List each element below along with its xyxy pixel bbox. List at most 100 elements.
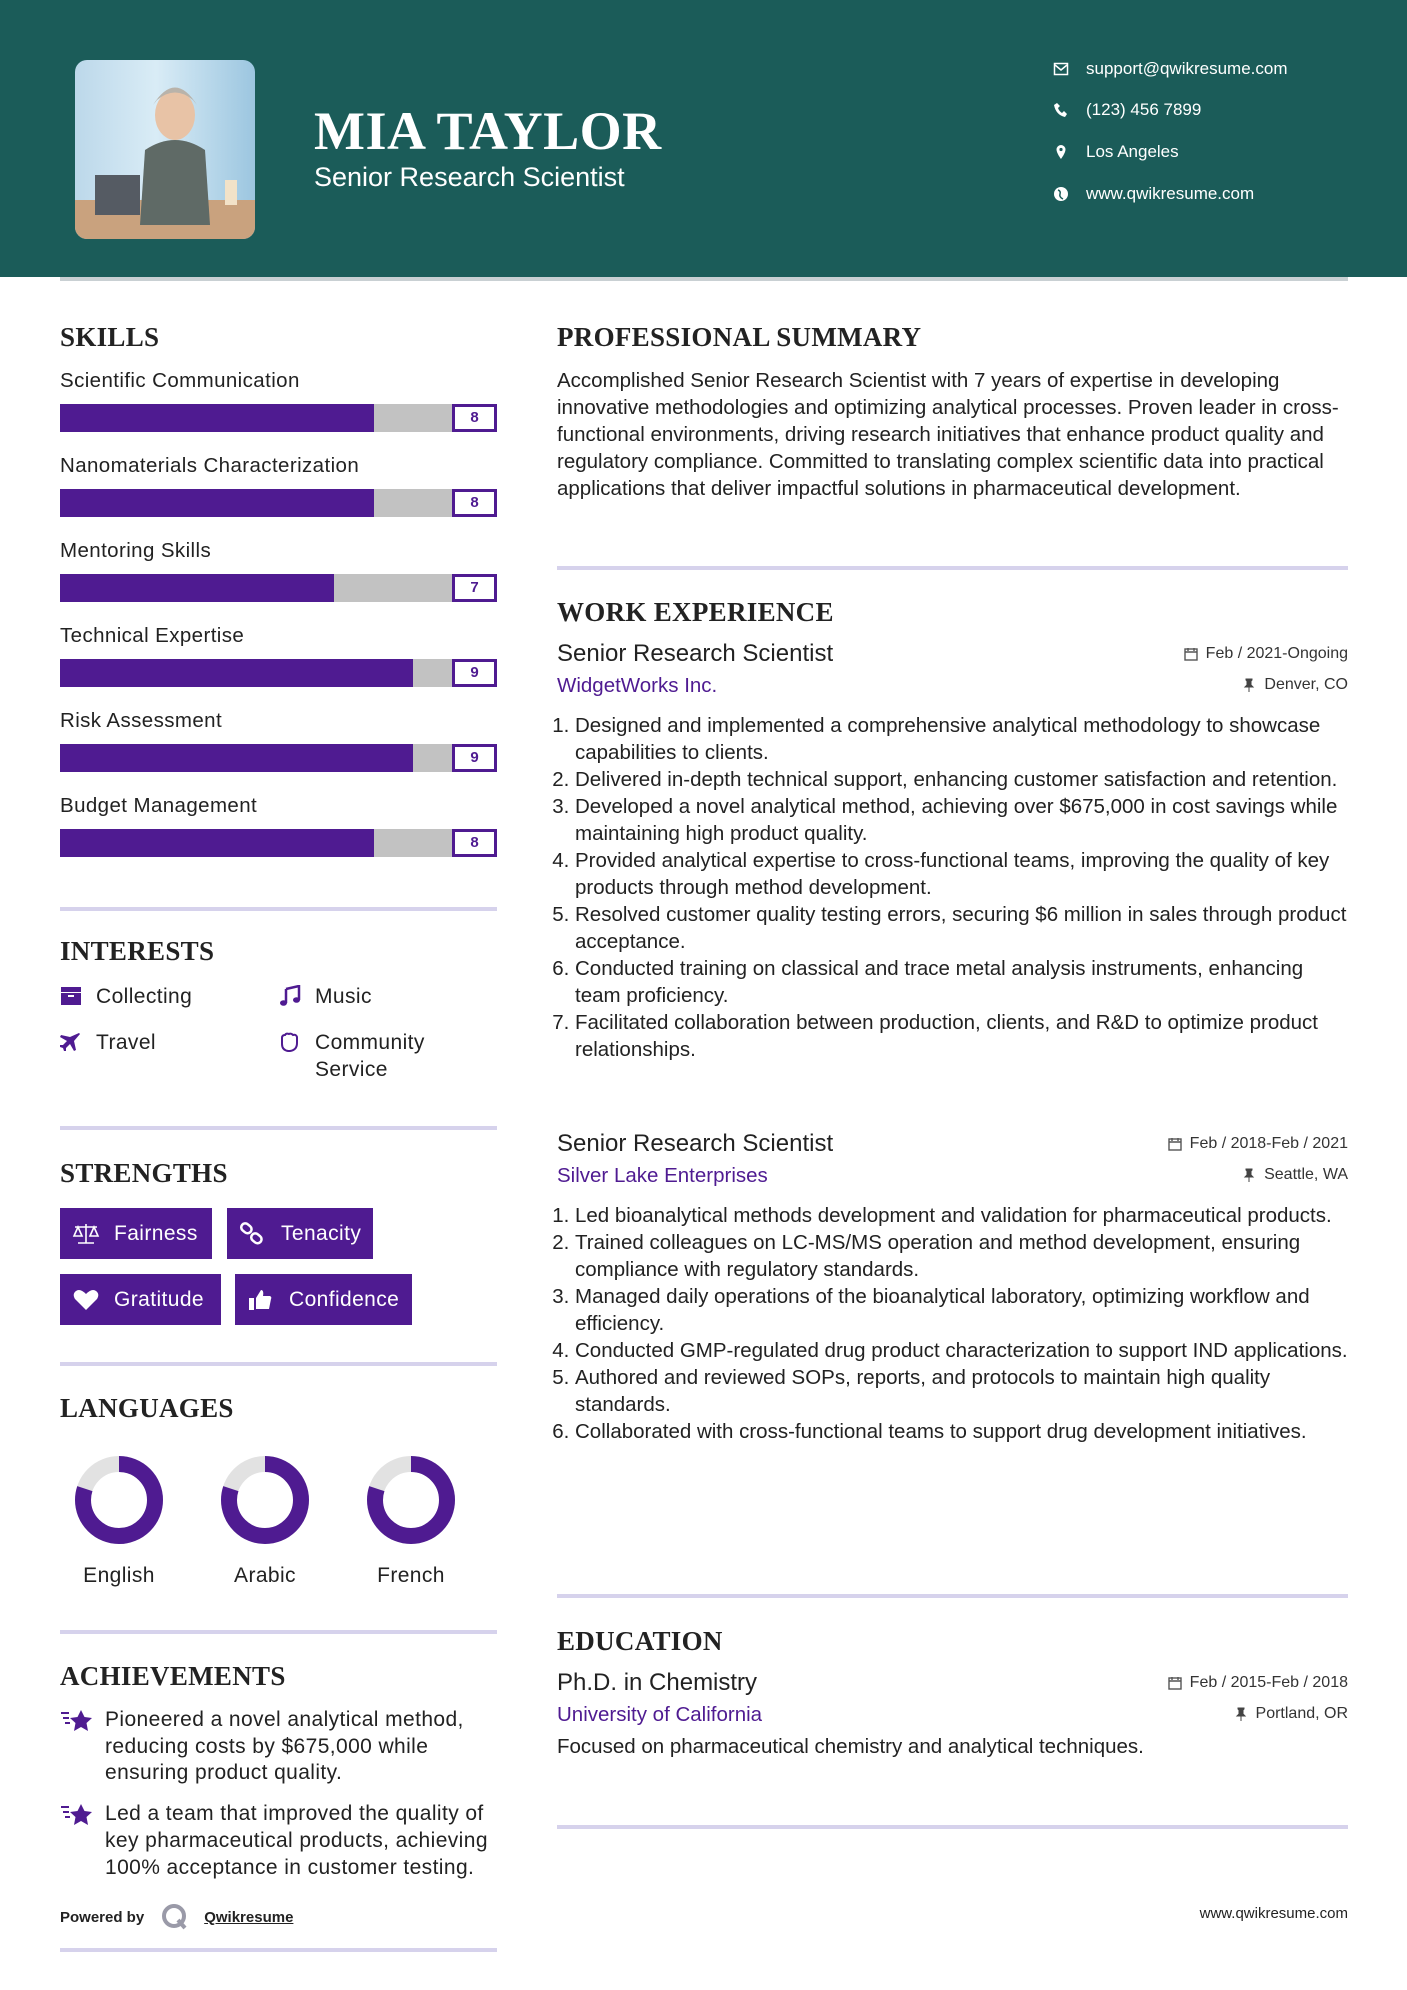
skill-bar-fill [60, 404, 374, 432]
skill-bar-fill [60, 659, 413, 687]
section-divider [557, 1594, 1348, 1598]
contact-email[interactable]: support@qwikresume.com [1053, 57, 1288, 81]
job-title: Senior Research Scientist [557, 640, 834, 667]
contact-text: www.qwikresume.com [1086, 184, 1255, 203]
powered-by-label: Powered by [60, 1908, 145, 1926]
skill-bar-fill [60, 829, 374, 857]
achievement-text: Pioneered a novel analytical method, red… [105, 1708, 464, 1785]
job-dates: Feb / 2018-Feb / 2021 [1189, 1135, 1348, 1152]
skill-bar: 9 [60, 659, 497, 687]
qwikresume-link[interactable]: Qwikresume [204, 1908, 294, 1926]
interest-item: Collecting [60, 983, 192, 1010]
skill-score: 8 [452, 829, 497, 857]
strengths-heading: STRENGTHS [60, 1158, 228, 1188]
heart-icon [73, 1289, 99, 1310]
skill-label: Risk Assessment [60, 709, 223, 732]
job-bullets: Led bioanalytical methods development an… [557, 1202, 1348, 1445]
interest-item: Music [279, 983, 372, 1010]
interest-label: Travel [96, 1031, 156, 1054]
skill-score: 8 [452, 489, 497, 517]
envelope-icon [1053, 62, 1069, 76]
company-name: WidgetWorks Inc. [557, 674, 718, 697]
website-link[interactable]: www.qwikresume.com [1199, 1905, 1348, 1922]
achievement-item: Pioneered a novel analytical method, red… [60, 1707, 497, 1787]
pushpin-icon [1244, 678, 1255, 692]
candidate-name: MIA TAYLOR [314, 101, 662, 161]
job-bullet: Authored and reviewed SOPs, reports, and… [575, 1364, 1348, 1418]
skill-item: Scientific Communication 8 [60, 366, 497, 432]
company-name: Silver Lake Enterprises [557, 1164, 768, 1187]
job-bullet: Provided analytical expertise to cross-f… [575, 847, 1348, 901]
contact-location: Los Angeles [1053, 140, 1179, 164]
education-entry: Ph.D. in Chemistry Feb / 2015-Feb / 2018… [557, 1669, 1348, 1760]
skill-label: Mentoring Skills [60, 539, 212, 562]
donut-fill [221, 1456, 309, 1544]
skill-item: Budget Management 8 [60, 791, 497, 857]
language-name: Arabic [234, 1564, 296, 1587]
skill-bar: 8 [60, 829, 497, 857]
job-title: Senior Research Scientist [557, 1130, 834, 1157]
achievements-list: Pioneered a novel analytical method, red… [60, 1707, 497, 1895]
summary-text: Accomplished Senior Research Scientist w… [557, 369, 1339, 500]
contact-phone: (123) 456 7899 [1053, 98, 1201, 122]
language-name: English [83, 1564, 155, 1587]
interests-heading: INTERESTS [60, 936, 215, 966]
strength-label: Fairness [114, 1221, 198, 1245]
strength-chip: Fairness [60, 1208, 212, 1259]
calendar-icon [1167, 1677, 1182, 1690]
section-divider [60, 1126, 497, 1130]
job-entry: Senior Research Scientist Feb / 2018-Feb… [557, 1130, 1348, 1445]
skill-bar-fill [60, 574, 335, 602]
skill-score: 9 [452, 659, 497, 687]
education-dates: Feb / 2015-Feb / 2018 [1189, 1674, 1348, 1691]
language-donut [75, 1456, 163, 1544]
skill-bar: 8 [60, 489, 497, 517]
job-bullet: Managed daily operations of the bioanaly… [575, 1283, 1348, 1337]
skill-bar: 9 [60, 744, 497, 772]
music-note-icon [280, 985, 301, 1006]
interest-label: Community Service [315, 1031, 425, 1081]
skill-label: Budget Management [60, 794, 258, 817]
skill-bar-fill [60, 744, 413, 772]
profile-photo [75, 60, 255, 239]
section-divider [557, 1825, 1348, 1829]
contact-text: (123) 456 7899 [1086, 100, 1202, 119]
skill-bar: 8 [60, 404, 497, 432]
skill-item: Technical Expertise 9 [60, 621, 497, 687]
language-item: French [351, 1455, 471, 1588]
school: University of California [557, 1703, 763, 1726]
job-location: Seattle, WA [1264, 1166, 1348, 1183]
skills-list: Scientific Communication 8 Nanomaterials … [60, 366, 497, 876]
section-divider [557, 566, 1348, 570]
star-icon [61, 1804, 92, 1826]
thumbs-up-icon [249, 1289, 272, 1310]
archive-box-icon [61, 987, 81, 1005]
section-divider [60, 1362, 497, 1366]
job-bullet: Designed and implemented a comprehensive… [575, 712, 1348, 766]
education-heading: EDUCATION [557, 1626, 723, 1656]
skill-score: 7 [452, 574, 497, 602]
skills-heading: SKILLS [60, 322, 160, 352]
skill-item: Nanomaterials Characterization 8 [60, 451, 497, 517]
calendar-icon [1167, 1138, 1182, 1151]
language-donut [221, 1456, 309, 1544]
airplane-icon [60, 1033, 80, 1051]
skill-item: Mentoring Skills 7 [60, 536, 497, 602]
section-divider [60, 1630, 497, 1634]
contact-website[interactable]: www.qwikresume.com [1053, 182, 1254, 206]
job-bullet: Collaborated with cross-functional teams… [575, 1418, 1348, 1445]
achievement-text: Led a team that improved the quality of … [105, 1802, 488, 1879]
phone-icon [1054, 103, 1067, 117]
interest-item: Community Service [279, 1029, 479, 1083]
globe-icon [1054, 187, 1068, 201]
job-location: Denver, CO [1264, 676, 1348, 693]
job-entry: Senior Research Scientist Feb / 2021-Ong… [557, 640, 1348, 1063]
strength-label: Tenacity [281, 1221, 362, 1245]
job-bullet: Trained colleagues on LC-MS/MS operation… [575, 1229, 1348, 1283]
job-bullet: Facilitated collaboration between produc… [575, 1009, 1348, 1063]
achievement-item: Led a team that improved the quality of … [60, 1801, 497, 1881]
candidate-title: Senior Research Scientist [314, 162, 625, 192]
skill-label: Technical Expertise [60, 624, 245, 647]
calendar-icon [1183, 648, 1198, 661]
job-bullet: Resolved customer quality testing errors… [575, 901, 1348, 955]
